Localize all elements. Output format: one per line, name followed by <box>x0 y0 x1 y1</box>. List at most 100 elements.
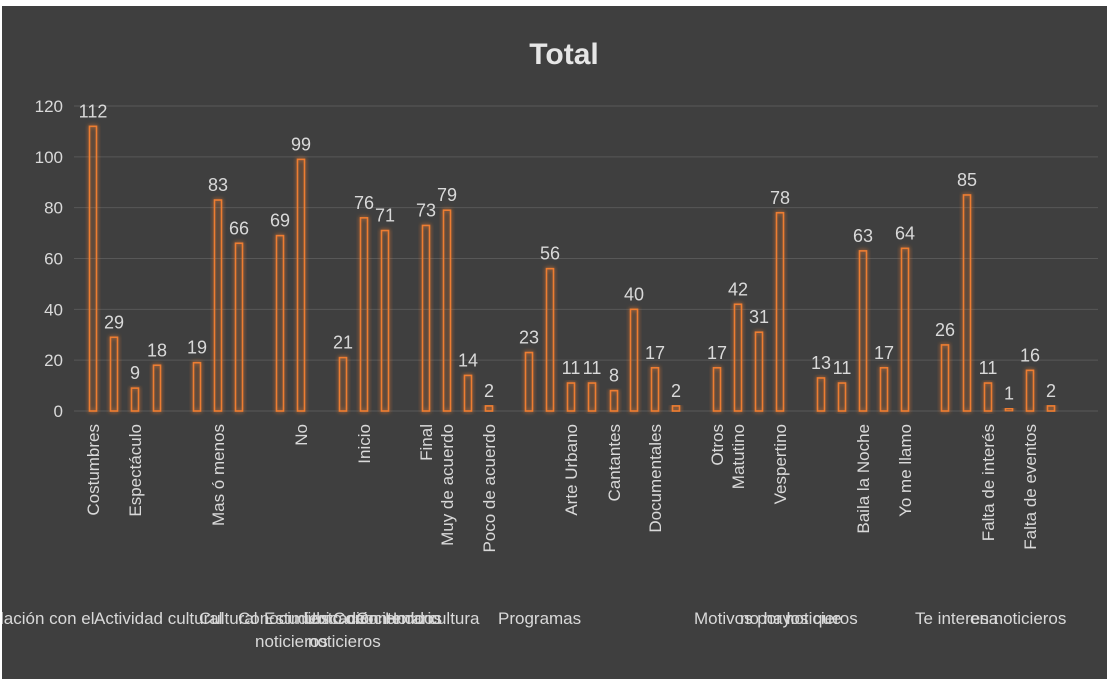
bar <box>296 158 306 412</box>
bar <box>858 250 868 412</box>
data-label: 9 <box>130 363 140 383</box>
category-label: Final <box>417 424 436 461</box>
y-axis-ticks: 0 20 40 60 80 100 120 <box>35 97 63 421</box>
data-label: 56 <box>540 244 560 264</box>
bar <box>566 382 576 412</box>
data-label: 63 <box>853 226 873 246</box>
group-label: Actividad cultural <box>94 609 223 628</box>
bar <box>359 217 369 412</box>
bar <box>152 364 162 412</box>
category-labels: Costumbres Espectáculo Mas ó menos No Inicio… <box>84 424 1040 553</box>
bar <box>733 303 743 412</box>
bar <box>442 209 452 412</box>
bar <box>940 344 950 412</box>
group-label: Estudios <box>264 609 329 628</box>
bar <box>609 389 619 412</box>
data-label: 71 <box>375 206 395 226</box>
bars <box>88 125 1056 412</box>
category-label: Matutino <box>729 424 748 489</box>
bar <box>671 405 681 412</box>
category-label: Arte Urbano <box>562 424 581 516</box>
group-label: Horario <box>385 609 441 628</box>
data-label: 26 <box>935 320 955 340</box>
data-label: 99 <box>291 134 311 154</box>
category-label: Falta de eventos <box>1021 424 1040 550</box>
group-label: lación con el <box>2 609 95 628</box>
group-label: en noticieros <box>970 609 1066 628</box>
bar <box>338 356 348 412</box>
bar <box>1025 369 1035 412</box>
group-label: Conociendo cultura <box>333 609 480 628</box>
data-label: 11 <box>583 358 602 378</box>
bar <box>879 366 889 412</box>
y-tick-label: 40 <box>44 300 63 319</box>
y-tick-label: 100 <box>35 148 63 167</box>
y-tick-label: 60 <box>44 250 63 269</box>
data-label: 83 <box>208 175 228 195</box>
bar <box>587 382 597 412</box>
group-label: noticieros <box>255 632 328 651</box>
data-label: 17 <box>874 343 894 363</box>
category-label: Costumbres <box>84 424 103 516</box>
y-tick-label: 0 <box>54 402 63 421</box>
category-label: Muy de acuerdo <box>438 424 457 546</box>
category-label: Espectáculo <box>126 424 145 517</box>
bar <box>983 382 993 412</box>
data-label: 79 <box>437 185 457 205</box>
data-label: 19 <box>187 338 207 358</box>
data-label: 11 <box>979 358 998 378</box>
data-label: 17 <box>645 343 665 363</box>
category-label: Poco de acuerdo <box>480 424 499 553</box>
bar <box>712 366 722 412</box>
bar <box>109 336 119 412</box>
data-label: 14 <box>458 350 478 370</box>
group-label: noticieros <box>785 609 858 628</box>
bar <box>545 267 555 412</box>
data-label: 73 <box>416 200 436 220</box>
chart-area: Total 0 20 40 60 80 100 120 112 29 9 18 19 83 66 69 99… <box>2 6 1107 679</box>
data-label: 31 <box>749 307 769 327</box>
bar <box>130 387 140 412</box>
data-label: 8 <box>609 366 619 386</box>
data-label: 66 <box>229 218 249 238</box>
chart-title: Total <box>529 38 598 71</box>
data-label: 21 <box>333 333 353 353</box>
bar <box>234 242 244 412</box>
group-label: Motivos por los que <box>694 609 841 628</box>
data-label: 23 <box>519 328 539 348</box>
data-label: 2 <box>1046 381 1056 401</box>
category-label: Cantantes <box>605 424 624 502</box>
data-label: 18 <box>147 340 167 360</box>
category-label: Vespertino <box>771 424 790 504</box>
group-label: Ubicación <box>304 609 379 628</box>
bar <box>1046 405 1056 412</box>
data-label: 29 <box>104 312 124 332</box>
group-label: Te interesa <box>915 609 999 628</box>
group-label: Conocimiento de <box>238 609 366 628</box>
y-tick-label: 80 <box>44 199 63 218</box>
data-label: 69 <box>270 211 290 231</box>
data-label: 2 <box>671 381 681 401</box>
data-label: 13 <box>811 353 831 373</box>
y-tick-label: 20 <box>44 351 63 370</box>
data-label: 11 <box>562 358 581 378</box>
data-label: 2 <box>484 381 494 401</box>
category-label: Otros <box>708 424 727 466</box>
bar <box>1004 407 1014 412</box>
data-label: 17 <box>707 343 727 363</box>
group-labels: lación con el Actividad culturalCulturalC… <box>2 609 1066 651</box>
bar <box>275 234 285 412</box>
category-label: Mas ó menos <box>209 424 228 526</box>
bar <box>837 382 847 412</box>
bar <box>816 377 826 412</box>
bar <box>962 194 972 412</box>
bar <box>484 405 494 412</box>
data-label: 1 <box>1004 383 1014 403</box>
data-label: 40 <box>624 284 644 304</box>
bar <box>629 308 639 412</box>
bar <box>463 374 473 412</box>
group-label: noticieros <box>308 632 381 651</box>
data-label: 42 <box>728 279 748 299</box>
y-tick-label: 120 <box>35 97 63 116</box>
